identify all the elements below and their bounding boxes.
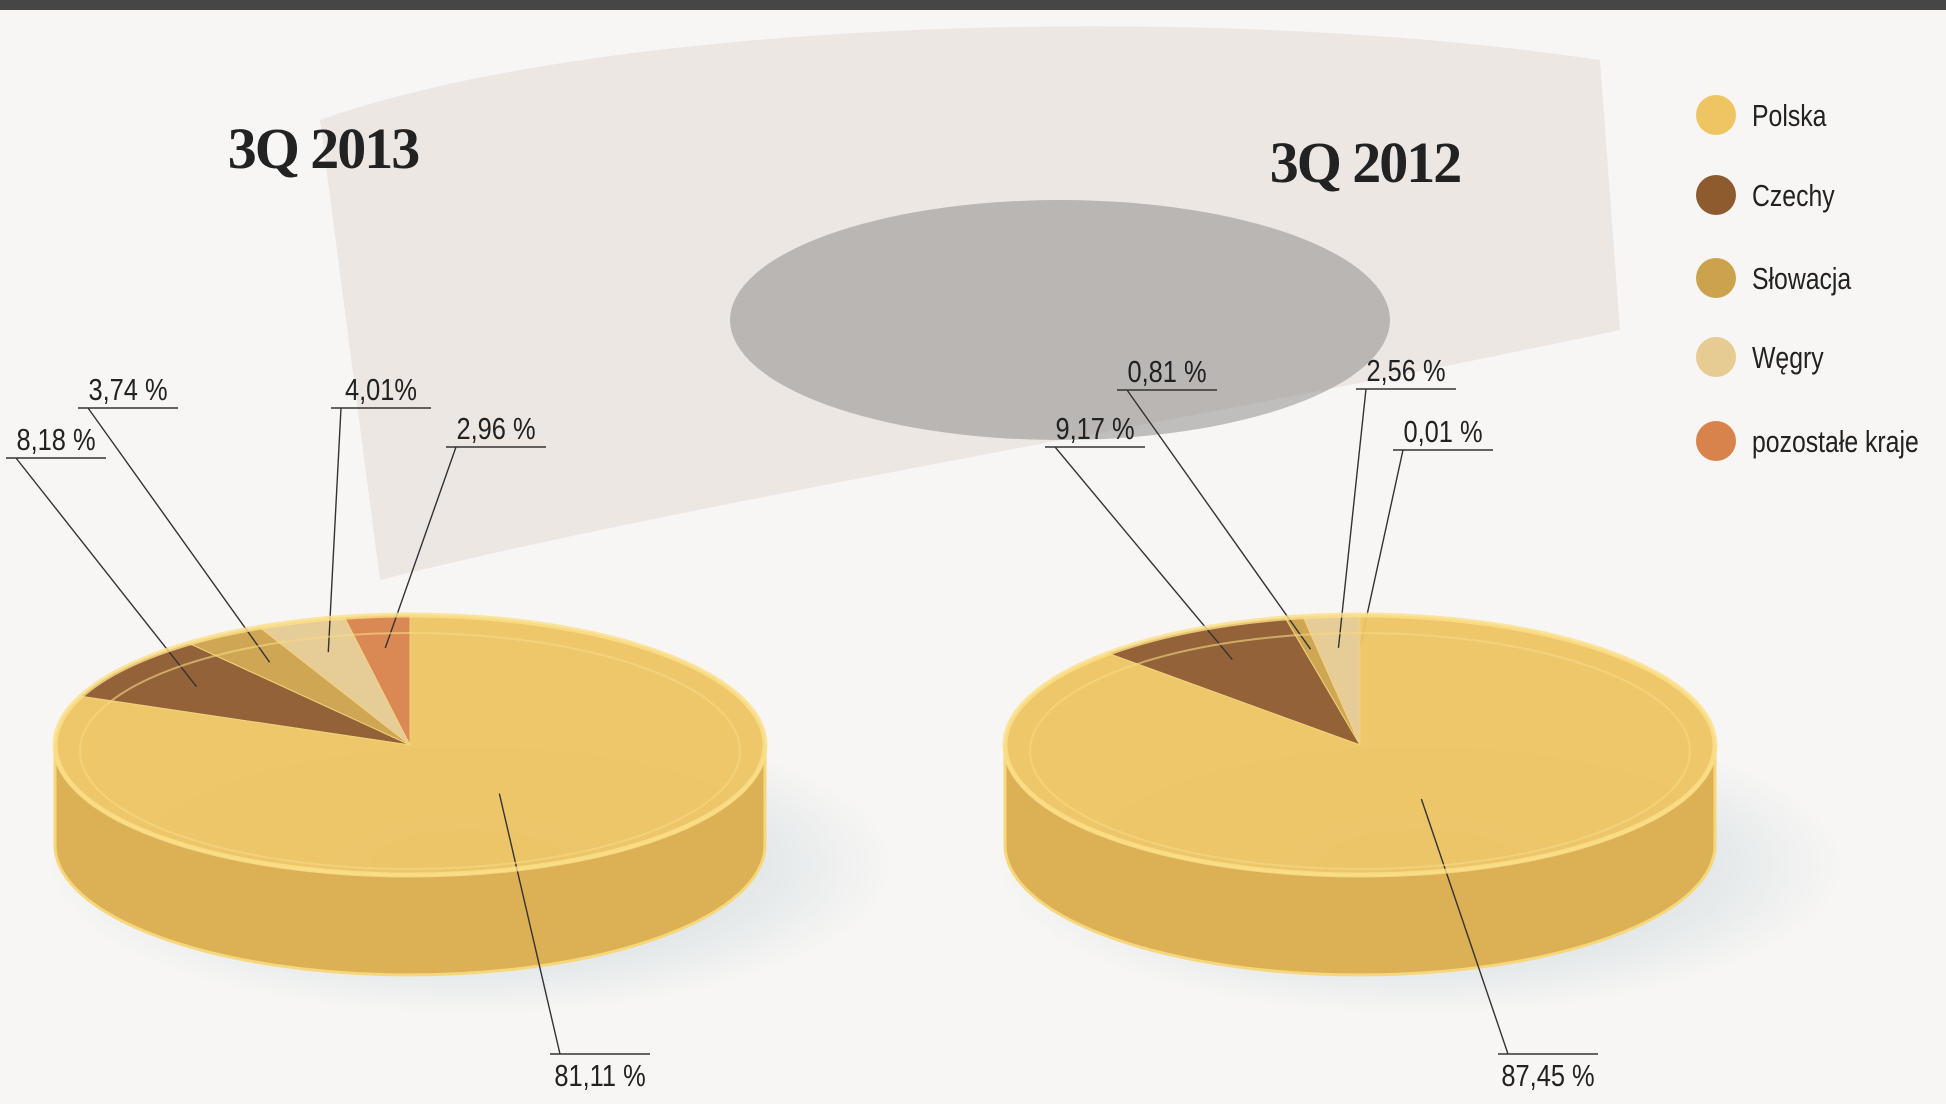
legend-label: Słowacja <box>1752 261 1852 295</box>
top-bar <box>0 0 1946 10</box>
chart-title: 3Q 2013 <box>228 116 420 181</box>
leader-line <box>78 407 271 663</box>
data-label: 8,18 % <box>16 423 95 458</box>
chart-title: 3Q 2012 <box>1270 130 1461 195</box>
data-label: 0,01 % <box>1403 415 1482 450</box>
pie-rim <box>52 612 768 878</box>
data-label: 4,01% <box>345 373 417 408</box>
legend-label: pozostałe kraje <box>1752 424 1919 458</box>
leader-line <box>498 793 650 1055</box>
legend-swatch <box>1696 258 1736 298</box>
leader-line <box>1359 449 1493 648</box>
leader-line <box>6 457 198 688</box>
legend-swatch <box>1696 421 1736 461</box>
data-label: 0,81 % <box>1127 355 1206 390</box>
data-label: 3,74 % <box>88 373 167 408</box>
data-label: 9,17 % <box>1055 412 1134 447</box>
background-illustration <box>730 200 1390 440</box>
legend-label: Czechy <box>1752 178 1835 212</box>
leader-line <box>1337 388 1456 648</box>
legend-swatch <box>1696 337 1736 377</box>
leader-line <box>1117 389 1312 650</box>
legend-swatch <box>1696 95 1736 135</box>
data-label: 2,96 % <box>456 412 535 447</box>
leader-line <box>1420 798 1598 1055</box>
data-label: 87,45 % <box>1501 1059 1594 1094</box>
pie-inner <box>79 632 741 870</box>
data-label: 2,56 % <box>1366 354 1445 389</box>
leader-line <box>1045 446 1233 660</box>
pie-inner <box>1029 632 1691 870</box>
legend-label: Węgry <box>1752 340 1824 374</box>
pie-rim <box>1002 612 1718 878</box>
leader-line <box>384 446 546 649</box>
leader-line <box>327 407 431 653</box>
legend-label: Polska <box>1752 98 1827 132</box>
data-label: 81,11 % <box>554 1059 645 1094</box>
legend-swatch <box>1696 175 1736 215</box>
background-illustration <box>320 26 1620 580</box>
